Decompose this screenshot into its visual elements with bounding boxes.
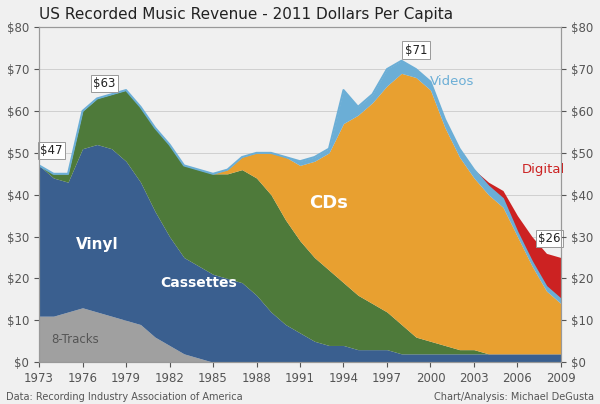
Text: Vinyl: Vinyl [76, 238, 118, 252]
Text: $63: $63 [93, 77, 115, 90]
Text: $47: $47 [40, 144, 63, 157]
Text: 8-Tracks: 8-Tracks [52, 332, 99, 346]
Text: $26: $26 [538, 232, 561, 245]
Text: US Recorded Music Revenue - 2011 Dollars Per Capita: US Recorded Music Revenue - 2011 Dollars… [39, 7, 453, 22]
Text: Data: Recording Industry Association of America: Data: Recording Industry Association of … [6, 392, 242, 402]
Text: Cassettes: Cassettes [160, 276, 237, 290]
Text: CDs: CDs [310, 194, 349, 212]
Text: $71: $71 [405, 44, 427, 57]
Text: Chart/Analysis: Michael DeGusta: Chart/Analysis: Michael DeGusta [434, 392, 594, 402]
Text: Videos: Videos [430, 75, 475, 88]
Text: Digital: Digital [522, 163, 565, 176]
